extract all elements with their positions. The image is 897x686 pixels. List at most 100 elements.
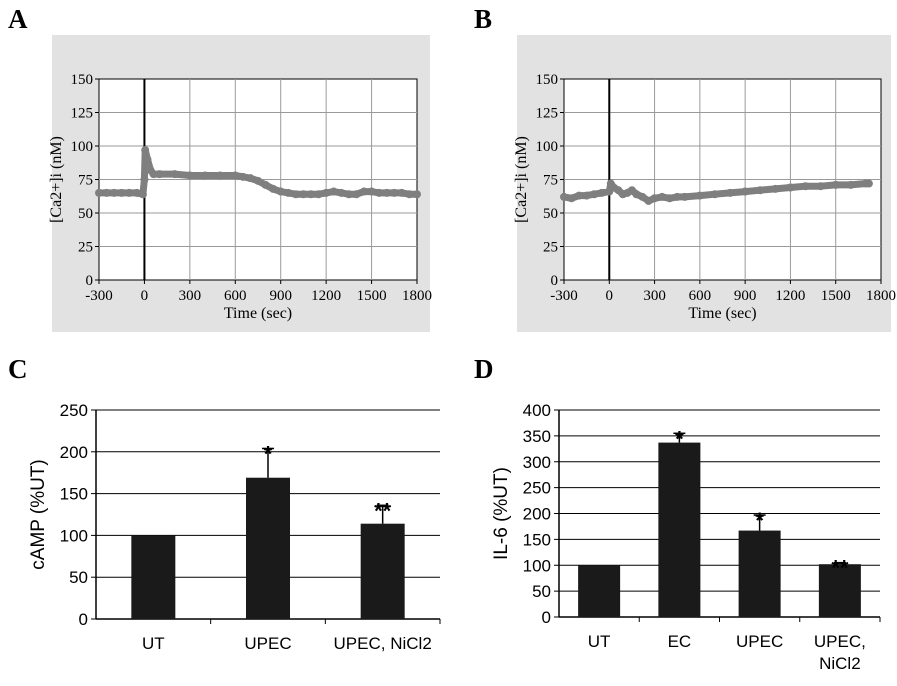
data-point: [756, 186, 765, 195]
data-point: [261, 180, 270, 189]
significance-marker: *: [264, 441, 273, 466]
data-point: [864, 179, 873, 188]
y-tick-label: 200: [60, 443, 88, 462]
data-point: [673, 192, 682, 201]
bar: [738, 530, 781, 617]
data-point: [337, 188, 346, 197]
data-point: [831, 180, 840, 189]
y-tick-label: 150: [536, 72, 559, 88]
panel-label-c: C: [8, 354, 28, 384]
data-point: [216, 171, 225, 180]
y-tick-label: 0: [79, 610, 88, 629]
y-tick-label: 0: [551, 273, 559, 289]
data-point: [632, 190, 641, 199]
y-tick-label: 300: [523, 453, 551, 472]
data-point: [185, 171, 194, 180]
y-tick-label: 0: [86, 273, 94, 289]
data-point: [155, 170, 164, 179]
data-point: [658, 192, 667, 201]
significance-marker: *: [675, 426, 684, 451]
data-point: [143, 155, 152, 164]
y-tick-label: 250: [60, 401, 88, 420]
y-tick-label: 250: [523, 479, 551, 498]
data-point: [650, 194, 659, 203]
bar: [658, 442, 701, 617]
data-point: [405, 190, 414, 199]
data-point: [575, 191, 584, 200]
panel-label-b: B: [474, 4, 492, 34]
x-tick-label: 900: [269, 288, 292, 304]
y-tick-label: 0: [542, 608, 551, 627]
y-tick-label: 100: [523, 556, 551, 575]
data-point: [322, 188, 331, 197]
data-point: [140, 175, 149, 184]
data-point: [291, 190, 300, 199]
y-axis-label: cAMP (%UT): [28, 459, 49, 569]
data-point: [238, 172, 247, 181]
x-tick-label: 1800: [866, 288, 896, 304]
x-category-label: UPEC: [244, 634, 291, 653]
data-point: [710, 190, 719, 199]
data-point: [771, 184, 780, 193]
y-axis-label: [Ca2+]i (nM): [48, 136, 65, 223]
data-point: [132, 188, 141, 197]
x-tick-label: 1500: [357, 288, 387, 304]
y-tick-label: 150: [523, 530, 551, 549]
data-point: [665, 194, 674, 203]
data-point: [110, 188, 119, 197]
y-tick-label: 25: [78, 240, 93, 256]
data-point: [382, 188, 391, 197]
data-point: [397, 188, 406, 197]
data-point: [344, 190, 353, 199]
panel-label-a: A: [8, 4, 28, 34]
y-tick-label: 400: [523, 401, 551, 420]
y-tick-label: 125: [71, 106, 94, 122]
x-category-label: EC: [668, 632, 692, 651]
chart-d-il6: 0 50 100 150 200 250 300 350 400 UT * EC * UPEC ** UPEC…: [491, 401, 881, 673]
chart-c-camp: 0 50 100 150 200 250 UT * UPEC ** UPEC, NiCl2 cAMP …: [28, 401, 441, 653]
data-point: [125, 188, 134, 197]
x-tick-label: 600: [224, 288, 247, 304]
y-tick-label: 100: [71, 139, 94, 155]
y-tick-label: 150: [71, 72, 94, 88]
data-point: [269, 184, 278, 193]
y-tick-label: 50: [543, 206, 558, 222]
significance-marker: **: [374, 498, 392, 523]
x-axis-label: Time (sec): [224, 305, 292, 322]
x-tick-label: 1200: [311, 288, 341, 304]
y-tick-label: 100: [60, 526, 88, 545]
x-tick-label: 900: [734, 288, 757, 304]
data-point: [170, 170, 179, 179]
data-point: [314, 190, 323, 199]
y-tick-label: 75: [543, 173, 558, 189]
data-point: [141, 146, 150, 155]
x-category-label: UPEC,: [814, 632, 866, 651]
y-tick-label: 50: [532, 582, 551, 601]
bar: [246, 477, 290, 619]
data-point: [582, 191, 591, 200]
bar: [360, 523, 405, 619]
x-tick-label: 300: [179, 288, 202, 304]
data-point: [801, 182, 810, 191]
x-tick-label: 0: [606, 288, 614, 304]
data-point: [816, 182, 825, 191]
y-tick-label: 75: [78, 173, 93, 189]
data-point: [413, 190, 421, 199]
data-point: [102, 188, 111, 197]
x-tick-label: 600: [689, 288, 712, 304]
data-point: [246, 174, 255, 183]
data-point: [329, 187, 338, 196]
data-point: [201, 171, 209, 180]
data-point: [786, 183, 795, 192]
bar: [818, 564, 861, 617]
y-tick-label: 25: [543, 240, 558, 256]
y-tick-label: 50: [69, 568, 88, 587]
data-point: [567, 194, 576, 203]
data-point: [149, 170, 158, 179]
y-axis-label: [Ca2+]i (nM): [513, 136, 530, 223]
data-point: [638, 192, 647, 201]
data-point: [680, 192, 689, 201]
x-category-label: UT: [588, 632, 611, 651]
